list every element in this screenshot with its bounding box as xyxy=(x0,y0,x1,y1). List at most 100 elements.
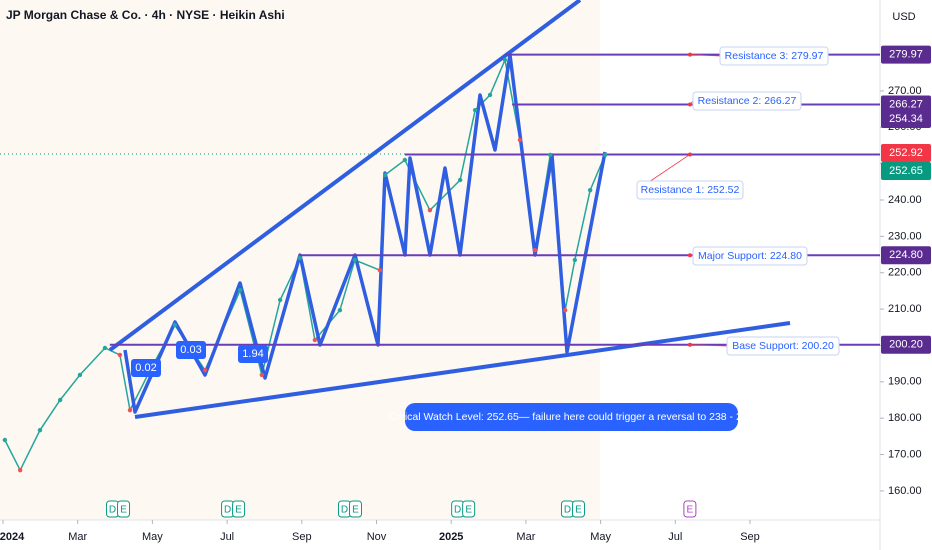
price-point xyxy=(237,287,243,293)
level-label: Resistance 2: 266.27 xyxy=(698,95,797,107)
callout-box xyxy=(131,359,161,377)
x-tick-label: May xyxy=(142,531,163,543)
level-connector xyxy=(689,54,721,57)
price-tag xyxy=(881,162,931,181)
level-box xyxy=(719,46,829,66)
price-tag-label: 279.97 xyxy=(889,49,923,61)
price-point xyxy=(457,177,463,183)
price-point xyxy=(202,367,208,373)
y-tick-label: 210.00 xyxy=(888,303,922,315)
x-tick-label: Mar xyxy=(68,531,87,543)
x-tick-label: Mar xyxy=(516,531,535,543)
event-label: E xyxy=(465,505,472,516)
event-label: D xyxy=(454,505,461,516)
level-label: Resistance 1: 252.52 xyxy=(641,184,740,196)
event-label: D xyxy=(224,505,231,516)
critical-note: Critical Watch Level: 252.65— failure he… xyxy=(389,411,754,423)
wedge-lower xyxy=(134,321,791,419)
y-tick-label: 230.00 xyxy=(888,230,922,242)
callout-box xyxy=(176,341,206,359)
level-anchor xyxy=(688,102,692,107)
price-point xyxy=(102,345,108,351)
price-tag xyxy=(881,110,931,128)
event-icon xyxy=(462,500,476,518)
x-tick-label: Jul xyxy=(220,531,234,543)
price-tag xyxy=(881,144,931,163)
currency: USD xyxy=(892,11,915,23)
x-tick-label: Sep xyxy=(292,531,312,543)
price-tag-label: 252.92 xyxy=(889,147,923,159)
level-box xyxy=(692,246,808,266)
level-box xyxy=(692,91,802,111)
callout-label: 1.94 xyxy=(242,348,263,360)
x-tick-label: Sep xyxy=(740,531,760,543)
x-tick-label: 2024 xyxy=(0,531,25,543)
event-icon xyxy=(348,500,362,518)
price-point xyxy=(502,57,508,63)
level-label: Base Support: 200.20 xyxy=(732,340,834,352)
price-point xyxy=(547,152,553,158)
price-point xyxy=(312,337,318,343)
level-label: Major Support: 224.80 xyxy=(698,250,802,262)
price-tag xyxy=(881,45,931,64)
event-label: E xyxy=(687,505,694,516)
level-box xyxy=(636,180,744,200)
price-point xyxy=(37,427,43,433)
callout-label: 0.03 xyxy=(180,344,201,356)
price-point xyxy=(377,267,383,273)
price-point xyxy=(382,172,388,178)
price-point xyxy=(337,307,343,313)
x-tick-label: Nov xyxy=(367,531,387,543)
level-anchor xyxy=(688,152,692,157)
level-anchor xyxy=(688,253,692,258)
y-tick-label: 270.00 xyxy=(888,85,922,97)
price-point xyxy=(117,352,123,358)
x-tick-label: May xyxy=(590,531,611,543)
y-tick-label: 160.00 xyxy=(888,485,922,497)
x-tick-label: 2025 xyxy=(439,531,463,543)
event-icon xyxy=(571,500,585,518)
event-label: E xyxy=(352,505,359,516)
event-icon xyxy=(117,500,131,518)
price-tag xyxy=(881,95,931,114)
level-anchor xyxy=(688,342,692,347)
event-label: D xyxy=(341,505,348,516)
price-point xyxy=(572,257,578,263)
callout-box xyxy=(238,345,268,363)
price-tag-label: 200.20 xyxy=(889,339,923,351)
wedge-upper xyxy=(108,0,582,352)
callout-label: 0.02 xyxy=(135,362,156,374)
price-tag-label: 224.80 xyxy=(889,249,923,261)
price-point xyxy=(517,137,523,143)
y-tick-label: 190.00 xyxy=(888,376,922,388)
level-connector xyxy=(689,344,728,347)
price-point xyxy=(77,372,83,378)
y-tick-label: 180.00 xyxy=(888,412,922,424)
price-point xyxy=(602,152,608,158)
price-point xyxy=(277,297,283,303)
price-point xyxy=(259,372,265,378)
price-point xyxy=(127,407,133,413)
price-point xyxy=(587,187,593,193)
price-point xyxy=(402,157,408,163)
price-tag xyxy=(881,246,931,265)
y-tick-label: 170.00 xyxy=(888,448,922,460)
event-icon xyxy=(683,500,697,518)
y-tick-label: 220.00 xyxy=(888,267,922,279)
event-label: D xyxy=(109,505,116,516)
event-label: E xyxy=(575,505,582,516)
y-tick-label: 240.00 xyxy=(888,194,922,206)
critical-box xyxy=(405,403,738,431)
price-tag-label: 252.65 xyxy=(889,165,923,177)
price-point xyxy=(172,322,178,328)
price-point xyxy=(352,257,358,263)
event-label: D xyxy=(564,505,571,516)
price-tag-label: 254.34 xyxy=(889,113,923,125)
level-box xyxy=(726,336,840,356)
level-anchor xyxy=(688,52,692,57)
price-point xyxy=(472,107,478,113)
event-label: E xyxy=(235,505,242,516)
price-point xyxy=(427,207,433,213)
price-point xyxy=(2,437,8,443)
